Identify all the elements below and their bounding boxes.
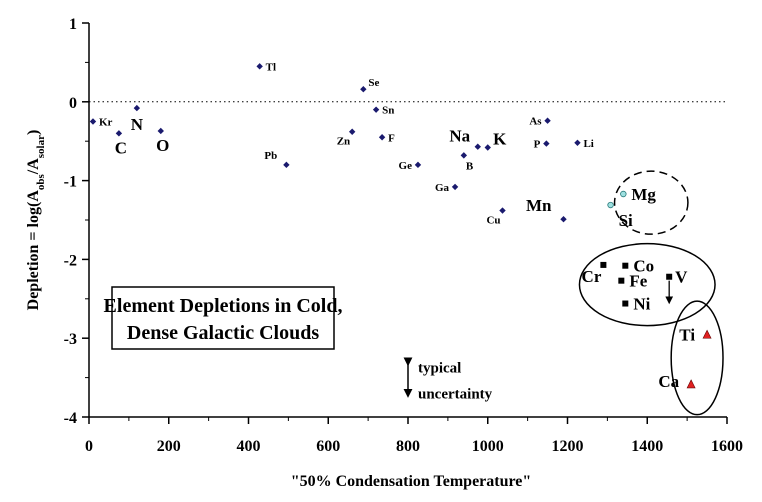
point-co — [622, 262, 629, 269]
group-ellipse-fe-peak — [578, 242, 716, 327]
point-fe — [618, 277, 625, 284]
point-mg — [620, 190, 627, 198]
chart-title-line-2: Dense Galactic Clouds — [127, 322, 319, 344]
y-tick-label: 1 — [69, 16, 77, 33]
point-b — [460, 152, 468, 159]
x-tick-label: 400 — [237, 438, 261, 455]
label-b: B — [466, 160, 474, 172]
point-tl — [256, 63, 263, 70]
label-na: Na — [449, 127, 470, 146]
label-o: O — [156, 136, 169, 155]
label-ca: Ca — [658, 372, 679, 391]
data-points — [89, 63, 712, 389]
label-v: V — [675, 268, 688, 287]
label-mg: Mg — [631, 185, 656, 204]
point-kr — [89, 118, 97, 125]
axes: 1 0 -1 -2 -3 -4 0 200 400 600 800 1000 1200 1400 1600 — [64, 16, 743, 455]
y-tick-label: -3 — [64, 331, 77, 348]
point-ti — [702, 329, 712, 339]
point-p — [543, 140, 550, 147]
chart-title-line-1: Element Depletions in Cold, — [104, 295, 343, 317]
point-ga — [451, 183, 459, 191]
label-f: F — [388, 132, 395, 144]
point-se — [360, 85, 367, 93]
label-n: N — [131, 115, 144, 134]
point-n — [133, 104, 141, 112]
label-cr: Cr — [582, 267, 602, 286]
x-tick-label: 1200 — [552, 438, 584, 455]
label-zn: Zn — [337, 136, 350, 148]
x-tick-label: 800 — [396, 438, 420, 455]
point-ca — [686, 379, 696, 389]
y-axis-label-main: Depletion = log(A — [25, 190, 42, 311]
point-cr — [600, 261, 607, 268]
y-axis-label-sub-obs: obs — [35, 174, 47, 191]
label-k: K — [493, 130, 507, 149]
group-ellipses — [578, 170, 724, 416]
y-axis-label: Depletion = log(Aobs/Asolar) — [25, 130, 47, 311]
label-ti: Ti — [679, 325, 695, 344]
label-pb: Pb — [264, 150, 277, 162]
point-ge — [414, 161, 422, 169]
y-axis-label-mid: /A — [25, 158, 42, 175]
label-sn: Sn — [382, 105, 394, 117]
x-tick-label: 1400 — [631, 438, 663, 455]
y-axis-label-end: ) — [25, 130, 42, 135]
title-box-frame — [111, 286, 335, 350]
point-v — [666, 273, 673, 280]
x-tick-label: 200 — [157, 438, 181, 455]
label-li: Li — [583, 138, 593, 150]
point-sn — [372, 106, 380, 113]
label-c: C — [115, 138, 127, 157]
label-tl: Tl — [266, 61, 276, 73]
point-cu — [499, 207, 506, 214]
y-tick-label: 0 — [69, 95, 77, 112]
label-co: Co — [633, 257, 654, 276]
point-li — [574, 139, 581, 146]
label-se: Se — [368, 77, 379, 89]
x-tick-label: 0 — [85, 438, 93, 455]
point-as — [544, 117, 551, 124]
label-cu: Cu — [486, 215, 500, 227]
label-kr: Kr — [99, 117, 113, 129]
title-box: Element Depletions in Cold, Dense Galact… — [104, 286, 343, 350]
point-f — [378, 134, 386, 141]
point-si — [607, 201, 614, 209]
y-tick-label: -4 — [64, 410, 77, 427]
x-tick-label: 600 — [316, 438, 340, 455]
label-si: Si — [619, 211, 633, 230]
label-ge: Ge — [399, 160, 413, 172]
point-ni — [622, 300, 629, 307]
point-na — [474, 143, 481, 150]
x-axis-label: "50% Condensation Temperature" — [291, 473, 532, 490]
group-ellipse-ti-ca — [670, 300, 724, 416]
label-ga: Ga — [435, 182, 450, 194]
point-k — [484, 144, 491, 151]
uncertainty-label-line-1: typical — [418, 361, 461, 377]
uncertainty-label-line-2: uncertainty — [418, 387, 493, 403]
point-pb — [283, 161, 290, 169]
label-as: As — [529, 116, 542, 128]
label-p: P — [534, 139, 541, 151]
label-fe: Fe — [629, 272, 647, 291]
label-mn: Mn — [526, 196, 552, 215]
point-mn — [560, 216, 567, 223]
label-ni: Ni — [633, 295, 650, 314]
point-c — [115, 130, 123, 137]
point-o — [157, 127, 164, 135]
point-zn — [348, 128, 356, 135]
group-ellipse-mg-si — [613, 170, 689, 235]
x-tick-label: 1000 — [472, 438, 504, 455]
x-tick-label: 1600 — [711, 438, 743, 455]
y-axis-label-sub-solar: solar — [35, 135, 47, 158]
uncertainty-annotation: typical uncertainty — [403, 357, 493, 403]
y-tick-label: -1 — [64, 174, 77, 191]
y-tick-label: -2 — [64, 252, 77, 269]
